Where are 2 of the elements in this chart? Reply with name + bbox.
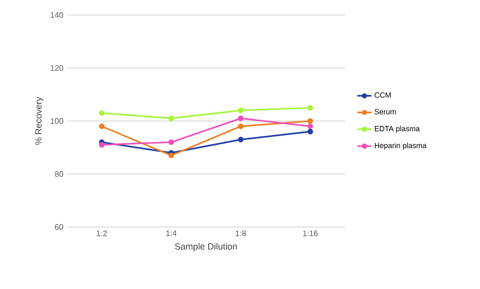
y-axis-title: % Recovery [35,96,44,145]
x-axis-title: Sample Dilution [175,243,237,252]
